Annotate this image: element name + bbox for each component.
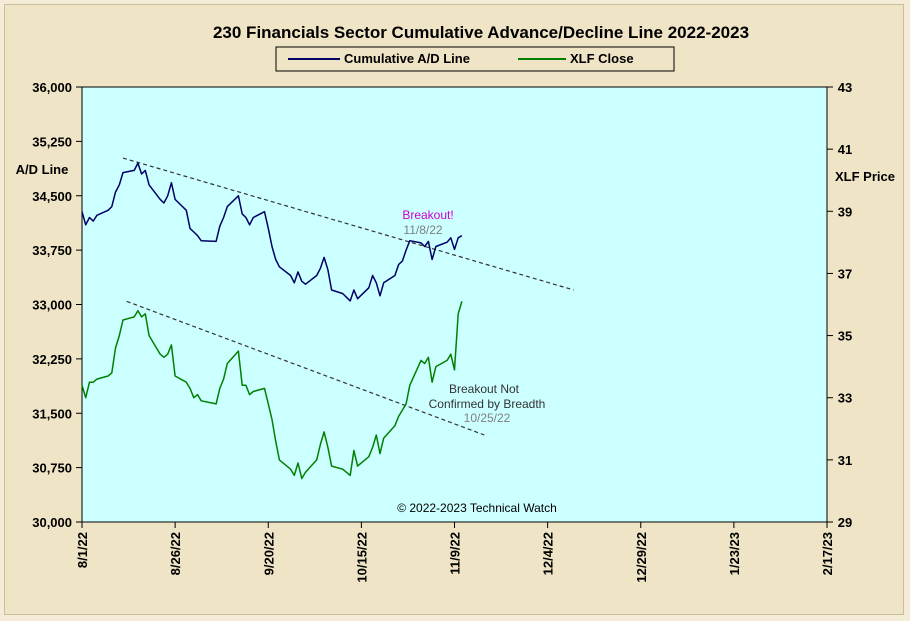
trendline [122, 157, 574, 291]
legend-box [275, 46, 675, 72]
x-tick-label: 12/29/22 [634, 532, 649, 583]
trendlines [122, 157, 574, 436]
x-tick-label: 2/17/23 [820, 532, 835, 575]
right-tick-label: 37 [838, 266, 852, 281]
x-tick-label: 9/20/22 [261, 532, 276, 575]
right-axis-label: XLF Price [835, 169, 895, 184]
x-tick-label: 11/9/22 [448, 532, 463, 575]
x-tick-label: 8/1/22 [75, 532, 90, 568]
annotation-breakout-date: 11/8/22 [403, 223, 442, 237]
right-tick-label: 29 [838, 515, 852, 530]
annotation-not-confirmed-1: Breakout Not [449, 382, 520, 396]
x-tick-label: 12/4/22 [541, 532, 556, 575]
left-tick-label: 30,000 [32, 515, 72, 530]
right-axis: 29 31 33 35 37 39 41 43 [827, 80, 852, 530]
x-tick-label: 10/15/22 [354, 532, 369, 583]
x-tick-label: 1/23/23 [727, 532, 742, 575]
trendline [126, 300, 485, 436]
copyright-text: © 2022-2023 Technical Watch [397, 501, 557, 515]
right-tick-label: 39 [838, 204, 852, 219]
x-tick-label: 8/26/22 [168, 532, 183, 575]
left-tick-label: 33,750 [32, 243, 72, 258]
left-tick-label: 30,750 [32, 461, 72, 476]
legend-label-ad: Cumulative A/D Line [344, 51, 470, 66]
left-tick-label: 34,500 [32, 189, 72, 204]
legend: Cumulative A/D Line XLF Close [275, 46, 675, 72]
left-tick-label: 35,250 [32, 134, 72, 149]
series-ad-line [81, 162, 463, 302]
right-tick-label: 43 [838, 80, 852, 95]
right-tick-label: 35 [838, 329, 852, 344]
right-tick-label: 33 [838, 391, 852, 406]
plot-area [81, 86, 828, 523]
legend-label-xlf: XLF Close [570, 51, 634, 66]
left-tick-label: 33,000 [32, 298, 72, 313]
series-xlf-close [81, 301, 463, 480]
series-lines [81, 162, 463, 480]
left-tick-label: 36,000 [32, 80, 72, 95]
left-tick-label: 31,500 [32, 406, 72, 421]
left-axis: 30,000 30,750 31,500 32,250 33,000 33,750 34,5… [32, 80, 82, 530]
left-axis-label: A/D Line [16, 162, 69, 177]
x-axis: 8/1/22 8/26/22 9/20/22 10/15/22 11/9/22 12/4/… [75, 522, 835, 583]
right-tick-label: 31 [838, 453, 852, 468]
chart-title: 230 Financials Sector Cumulative Advance… [213, 23, 749, 42]
left-tick-label: 32,250 [32, 352, 72, 367]
annotation-not-confirmed-date: 10/25/22 [464, 411, 511, 425]
right-tick-label: 41 [838, 142, 852, 157]
annotation-not-confirmed-2: Confirmed by Breadth [429, 397, 546, 411]
annotation-breakout: Breakout! [402, 208, 453, 222]
